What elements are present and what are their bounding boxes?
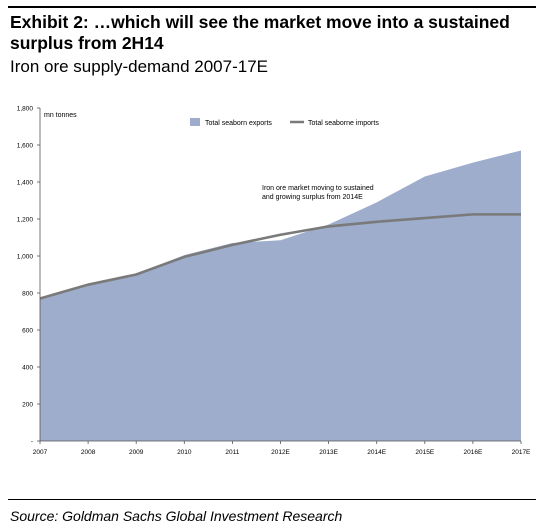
x-tick-label: 2015E (415, 449, 434, 456)
y-tick-label: 1,200 (17, 217, 34, 224)
chart-subtitle: Iron ore supply-demand 2007-17E (10, 57, 268, 76)
x-tick-label: 2012E (271, 449, 290, 456)
y-tick-label: 1,600 (17, 143, 34, 150)
y-tick-label: 1,000 (17, 254, 34, 261)
legend: Total seaborn exports Total seaborne imp… (190, 118, 379, 127)
y-tick-label: - (31, 439, 33, 446)
x-tick-label: 2013E (319, 449, 338, 456)
x-tick-label: 2017E (512, 449, 531, 456)
y-tick-label: 600 (22, 328, 33, 335)
x-tick-label: 2007 (33, 449, 48, 456)
chart-svg: mn tonnes Total seaborn exports Total se… (17, 106, 531, 457)
bottom-rule (8, 499, 536, 500)
plot-area: - 200 400 600 800 1,000 1,200 1,400 1,600 1,800 20… (17, 106, 531, 457)
y-tick-label: 1,800 (17, 106, 34, 113)
x-tick-label: 2014E (367, 449, 386, 456)
y-tick-label: 1,400 (17, 180, 34, 187)
x-tick-label: 2016E (464, 449, 483, 456)
unit-label: mn tonnes (44, 112, 77, 119)
y-tick-label: 200 (22, 402, 33, 409)
legend-label-imports: Total seaborne imports (308, 120, 379, 127)
x-tick-label: 2009 (129, 449, 144, 456)
y-tick-label: 400 (22, 365, 33, 372)
x-tick-label: 2010 (177, 449, 192, 456)
legend-swatch-exports (190, 118, 200, 126)
chart-container: mn tonnes Total seaborn exports Total se… (0, 98, 540, 468)
y-tick-label: 800 (22, 291, 33, 298)
top-rule (8, 6, 536, 8)
line-series-imports (39, 213, 521, 300)
x-tick-label: 2011 (225, 449, 239, 456)
legend-label-exports: Total seaborn exports (205, 120, 272, 127)
source-note: Source: Goldman Sachs Global Investment … (10, 508, 343, 524)
chart-annotation: Iron ore market moving to sustained and … (262, 185, 376, 201)
page-title: Exhibit 2: …which will see the market mo… (10, 12, 510, 53)
area-series-exports (40, 150, 521, 442)
x-tick-label: 2008 (81, 449, 96, 456)
